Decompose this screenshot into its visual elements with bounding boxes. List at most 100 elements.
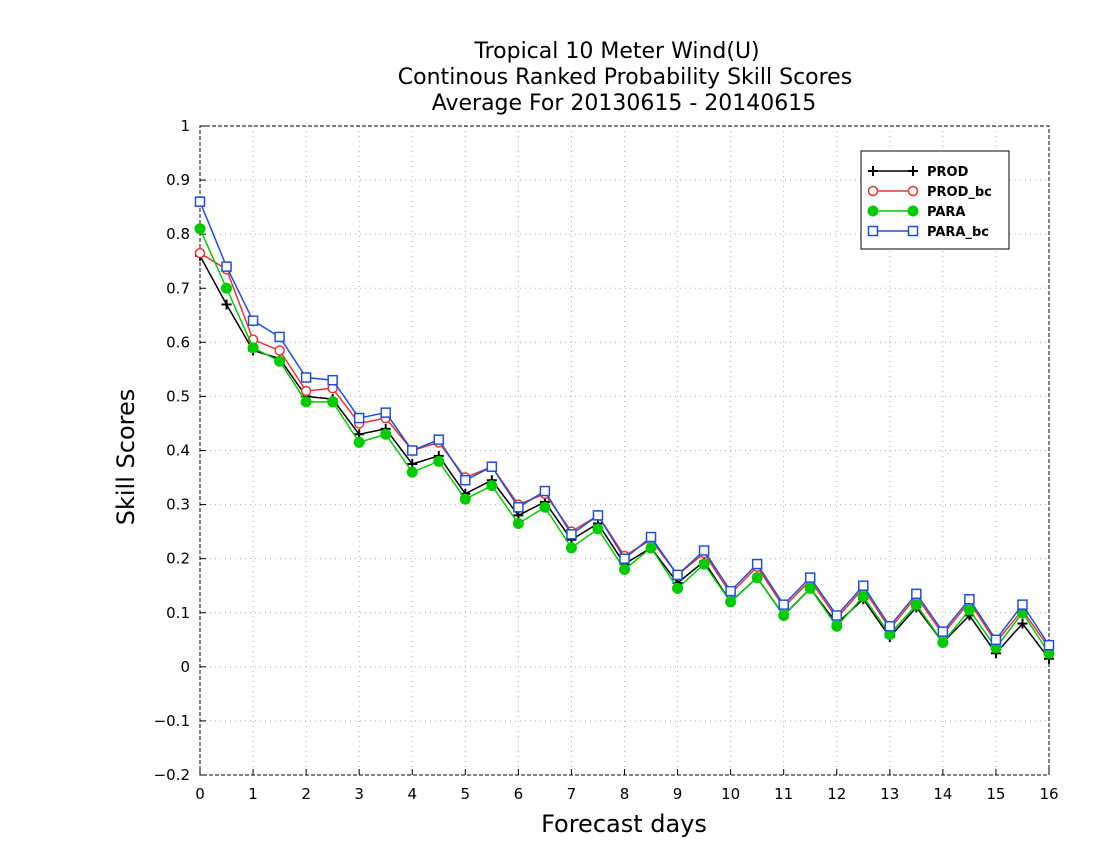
- x-tick-label: 11: [774, 785, 793, 803]
- data-point-para: [221, 282, 233, 294]
- data-point-para-bc: [619, 553, 630, 564]
- x-tick-label: 6: [514, 785, 524, 803]
- chart-title-line-3: Average For 20130615 - 20140615: [432, 91, 817, 116]
- data-point-para: [353, 436, 365, 448]
- data-point-para: [672, 582, 684, 594]
- x-tick-label: 10: [721, 785, 740, 803]
- data-point-para-bc: [327, 374, 338, 386]
- legend-label: PROD: [927, 165, 969, 180]
- data-point-para-bc: [911, 588, 922, 600]
- legend-label: PARA_bc: [927, 225, 989, 240]
- y-tick-label: 0.3: [166, 496, 190, 514]
- x-tick-label: 8: [620, 785, 630, 803]
- x-tick-label: 2: [301, 785, 311, 803]
- series-group: [194, 196, 1055, 664]
- data-point-para-bc: [804, 572, 816, 583]
- x-tick-label: 15: [986, 785, 1005, 803]
- data-point-para: [380, 428, 392, 440]
- data-point-para-bc: [460, 474, 471, 486]
- legend-marker: [908, 166, 918, 176]
- legend-marker: [867, 185, 879, 197]
- x-tick-label: 5: [461, 785, 471, 803]
- y-tick-label: 0.5: [166, 387, 190, 405]
- data-point-para-bc: [539, 485, 551, 497]
- data-point-para-bc: [1043, 639, 1055, 651]
- series-para: [194, 223, 1055, 659]
- data-point-para-bc: [433, 434, 445, 445]
- data-point-para-bc: [698, 545, 710, 556]
- legend-item-prod: PROD: [868, 165, 969, 180]
- series-line-para-bc: [199, 201, 1050, 646]
- data-point-para: [910, 599, 922, 611]
- data-point-para: [300, 396, 312, 408]
- data-point-para: [274, 355, 286, 367]
- data-point-para: [857, 591, 869, 603]
- data-point-para: [645, 542, 657, 554]
- legend: PROD PROD_bc PARA PARA_bc: [860, 150, 1010, 250]
- series-para-bc: [194, 196, 1055, 651]
- y-tick-label: −0.1: [154, 712, 190, 730]
- data-point-para: [698, 558, 710, 570]
- data-point-para-bc: [725, 585, 736, 597]
- chart-title-line-2: Continous Ranked Probability Skill Score…: [398, 65, 852, 90]
- legend-label: PROD_bc: [927, 185, 992, 200]
- legend-marker: [907, 225, 919, 237]
- data-point-para-bc: [858, 580, 869, 591]
- data-point-para: [459, 493, 471, 505]
- data-point-para-bc: [194, 196, 206, 207]
- y-tick-label: 0.7: [166, 279, 190, 297]
- legend-item-para: PARA: [867, 205, 965, 220]
- data-point-para: [194, 223, 206, 235]
- data-point-para: [247, 342, 259, 354]
- legend-marker: [868, 166, 878, 176]
- data-point-para: [539, 501, 551, 513]
- data-point-para-bc: [407, 445, 418, 456]
- legend-marker: [907, 185, 919, 197]
- data-point-para-bc: [672, 569, 683, 581]
- data-point-para-bc: [486, 461, 498, 472]
- y-tick-label: 0.4: [166, 442, 190, 460]
- data-point-para: [778, 609, 790, 621]
- y-axis-label: Skill Scores: [112, 389, 140, 526]
- chart-title: Tropical 10 Meter Wind(U) Continous Rank…: [398, 39, 852, 116]
- x-tick-label: 13: [880, 785, 899, 803]
- legend-box: [860, 150, 1010, 250]
- data-point-para: [831, 620, 843, 632]
- x-tick-label: 7: [567, 785, 577, 803]
- data-point-prod: [221, 299, 232, 310]
- data-point-para-bc: [831, 610, 842, 621]
- data-point-para: [963, 604, 975, 616]
- data-point-para: [619, 563, 630, 575]
- data-point-para-bc: [353, 412, 365, 424]
- data-point-para-bc: [592, 510, 604, 521]
- x-tick-label: 12: [827, 785, 846, 803]
- data-point-para-bc: [380, 407, 391, 418]
- data-point-prod: [1017, 618, 1028, 629]
- data-point-prod-bc: [274, 345, 285, 356]
- y-tick-label: 0: [180, 658, 190, 676]
- y-tick-label: 0.8: [166, 225, 190, 243]
- data-point-para: [725, 596, 737, 608]
- x-axis-label: Forecast days: [541, 810, 707, 838]
- data-point-para: [592, 523, 604, 535]
- x-tick-label: 14: [933, 785, 952, 803]
- data-point-para: [512, 518, 524, 530]
- chart-title-line-1: Tropical 10 Meter Wind(U): [473, 39, 759, 64]
- x-tick-label: 1: [248, 785, 258, 803]
- data-point-para: [565, 542, 577, 554]
- series-line-prod-bc: [199, 252, 1050, 649]
- legend-label: PARA: [927, 205, 965, 220]
- data-point-para-bc: [274, 331, 285, 343]
- x-tick-label: 9: [673, 785, 683, 803]
- y-tick-label: 0.6: [166, 333, 190, 351]
- data-point-para: [406, 466, 418, 478]
- legend-marker: [867, 205, 879, 217]
- data-point-para-bc: [964, 593, 975, 605]
- y-tick-label: 0.9: [166, 171, 190, 189]
- data-point-para: [486, 480, 498, 492]
- data-point-prod-bc: [194, 247, 206, 259]
- x-tick-label: 0: [195, 785, 205, 803]
- data-point-para: [751, 572, 763, 584]
- y-tick-label: 1: [180, 117, 190, 135]
